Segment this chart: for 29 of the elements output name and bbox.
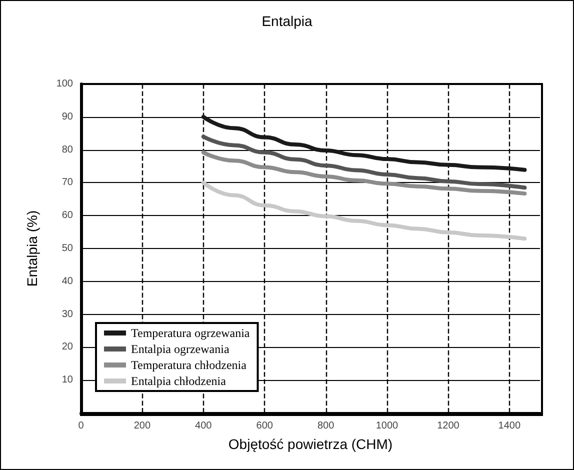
- y-tick-label: 70: [62, 177, 74, 188]
- y-tick-label: 40: [62, 276, 74, 287]
- y-tick-label: 30: [62, 308, 74, 320]
- x-axis-title: Objętość powietrza (CHM): [228, 436, 393, 452]
- y-axis-title: Entalpia (%): [24, 210, 40, 287]
- legend-label: Temperatura ogrzewania: [131, 326, 250, 340]
- x-tick-label: 400: [195, 420, 212, 432]
- line-series: [201, 134, 527, 190]
- y-tick-label: 80: [62, 144, 74, 156]
- line-series: [201, 114, 527, 172]
- x-tick-label: 1400: [498, 420, 521, 432]
- x-tick-label: 600: [256, 420, 274, 432]
- legend-label: Temperatura chłodzenia: [131, 358, 248, 372]
- y-tick-label: 90: [62, 111, 74, 122]
- y-tick-label: 50: [62, 243, 74, 254]
- legend-label: Entalpia ogrzewania: [131, 342, 230, 356]
- chart-title: Entalpia: [262, 13, 313, 29]
- legend-label: Entalpia chłodzenia: [131, 374, 227, 388]
- x-tick-label: 200: [134, 420, 151, 432]
- x-tick-label: 800: [317, 420, 335, 432]
- x-tick-label: 0: [78, 420, 84, 432]
- y-tick-label: 10: [62, 374, 74, 386]
- line-series: [201, 180, 527, 241]
- line-series: [201, 150, 527, 196]
- y-tick-label: 60: [62, 210, 74, 222]
- x-tick-label: 1200: [437, 420, 460, 432]
- y-tick-label: 100: [56, 78, 74, 90]
- y-tick-label: 20: [62, 342, 74, 353]
- x-tick-label: 1000: [376, 420, 399, 432]
